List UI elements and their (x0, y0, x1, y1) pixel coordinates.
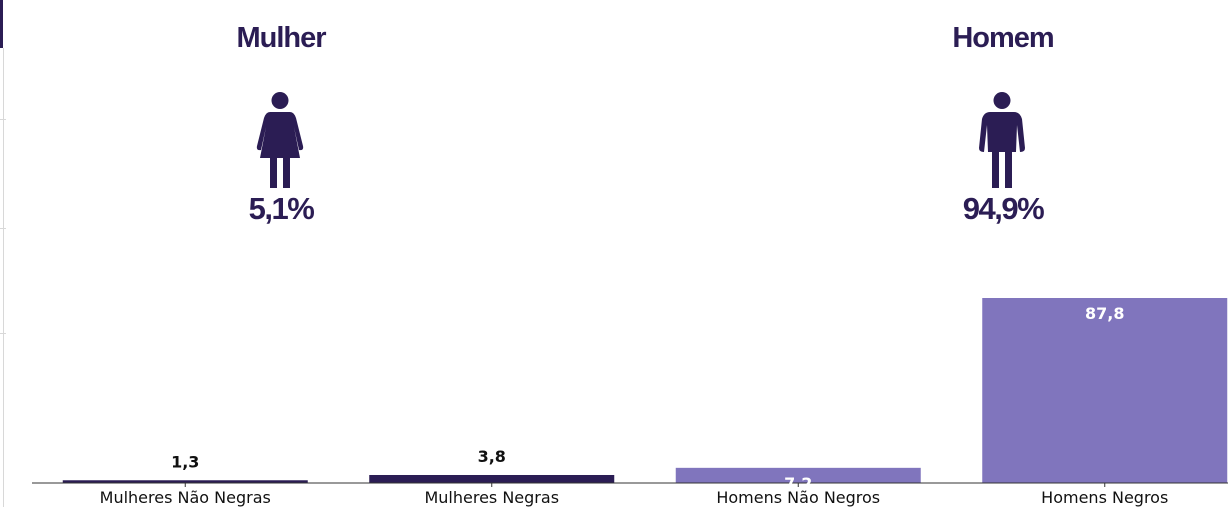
category-label: Homens Negros (1041, 488, 1168, 507)
left-edge-divider (3, 48, 4, 507)
left-edge-tick (0, 228, 6, 229)
male-figure-icon (979, 92, 1025, 188)
category-label: Mulheres Não Negras (100, 488, 271, 507)
female-figure-icon (256, 92, 304, 188)
category-label: Mulheres Negras (424, 488, 559, 507)
bar-4 (982, 298, 1228, 483)
female-panel-title: Mulher (236, 22, 326, 54)
male-panel-title: Homem (952, 22, 1054, 54)
female-percentage: 5,1% (248, 191, 315, 226)
bar-value-label: 87,8 (1085, 304, 1124, 323)
left-edge-tick (0, 333, 6, 334)
male-percentage: 94,9% (962, 191, 1045, 226)
bar-value-label: 1,3 (171, 452, 199, 471)
bar-1 (62, 480, 308, 483)
bar-2 (369, 474, 615, 483)
bar-3 (675, 467, 921, 483)
left-edge-accent (0, 0, 3, 48)
bar-value-label: 3,8 (478, 447, 506, 466)
left-edge-tick (0, 119, 6, 120)
category-label: Homens Não Negros (716, 488, 880, 507)
